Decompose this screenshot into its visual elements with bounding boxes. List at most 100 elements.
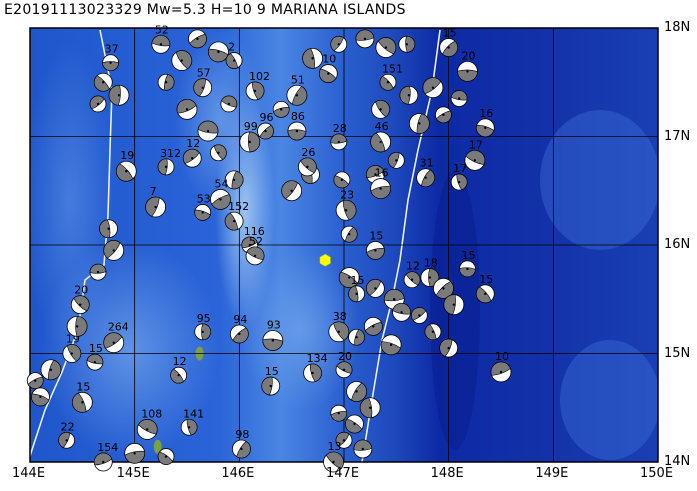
focal-mechanism: 141	[180, 407, 204, 436]
mechanism-label: 99	[244, 120, 258, 133]
mechanism-label: 37	[105, 43, 119, 56]
focal-mechanism	[333, 171, 351, 189]
focal-mechanism: 57	[193, 67, 213, 98]
lon-tick-label: 149E	[535, 466, 569, 481]
focal-mechanism: 152	[224, 200, 249, 231]
mechanism-label: 15	[351, 274, 365, 287]
mechanism-label: 18	[424, 257, 438, 270]
mechanism-label: 15	[89, 342, 103, 355]
lat-tick-label: 15N	[664, 345, 691, 361]
focal-mechanism	[197, 120, 219, 142]
focal-mechanism: 54	[210, 177, 231, 210]
lat-tick-label: 14N	[664, 454, 691, 469]
focal-mechanism	[399, 85, 419, 105]
focal-mechanism	[108, 84, 130, 106]
mechanism-label: 31	[420, 157, 434, 170]
focal-mechanism	[359, 397, 381, 419]
focal-mechanism	[224, 170, 244, 190]
focal-mechanism: 99	[239, 120, 261, 153]
focal-mechanism	[387, 151, 405, 169]
focal-mechanism	[345, 414, 364, 434]
focal-mechanism: 20	[70, 284, 90, 315]
lon-tick-label: 145E	[116, 466, 150, 481]
focal-mechanism	[424, 323, 442, 341]
focal-mechanism	[124, 442, 146, 464]
focal-mechanism	[410, 307, 428, 324]
focal-mechanism: 31	[416, 157, 436, 188]
focal-mechanism: 98	[232, 428, 251, 459]
lon-tick-label: 146E	[221, 466, 255, 481]
focal-mechanism: 95	[194, 312, 212, 341]
focal-mechanism	[171, 50, 193, 71]
mechanism-label: 17	[453, 162, 467, 175]
lat-tick-label: 16N	[664, 237, 691, 252]
mechanism-label: 95	[197, 312, 211, 325]
mechanism-label: 12	[186, 137, 200, 150]
focal-mechanism	[408, 113, 430, 134]
mechanism-label: 134	[307, 352, 328, 365]
focal-mechanism: 15	[439, 27, 459, 57]
mechanism-label: 154	[97, 441, 118, 454]
focal-mechanism: 151	[379, 62, 403, 91]
mechanism-label: 15	[76, 380, 90, 393]
focal-mechanism: 108	[136, 407, 162, 440]
focal-mechanism	[380, 334, 402, 356]
mechanism-label: 26	[301, 146, 315, 159]
focal-mechanism	[433, 277, 454, 299]
focal-mechanism	[439, 338, 459, 358]
focal-mechanism	[31, 387, 50, 407]
mechanism-label: 152	[228, 200, 249, 213]
mechanism-label: 16	[479, 107, 493, 120]
mechanism-label: 20	[462, 49, 476, 62]
focal-mechanism: 86	[287, 110, 307, 141]
mechanism-label: 53	[197, 192, 211, 205]
mechanism-label: 93	[267, 318, 281, 331]
focal-mechanism	[348, 328, 365, 346]
focal-mechanism	[40, 359, 62, 381]
focal-mechanism	[443, 294, 465, 316]
focal-mechanism	[89, 263, 107, 281]
islands	[153, 346, 204, 454]
focal-mechanism: 16	[370, 167, 392, 199]
focal-mechanism: 12	[182, 137, 202, 168]
focal-mechanism	[207, 41, 229, 63]
mechanism-label: 51	[291, 73, 305, 86]
focal-mechanism: 20	[457, 49, 478, 82]
focal-mechanism	[26, 372, 44, 390]
focal-mechanism: 15	[348, 274, 365, 303]
focal-mechanism: 28	[330, 122, 348, 151]
focal-mechanism: 17	[464, 138, 486, 171]
mechanism-label: 54	[214, 177, 228, 190]
focal-mechanism: 26	[297, 146, 317, 177]
focal-mechanism	[302, 47, 324, 69]
focal-mechanism: 38	[328, 310, 350, 343]
island-shape	[153, 439, 162, 454]
mechanism-label: 20	[74, 284, 88, 297]
focal-mechanism	[338, 267, 360, 288]
focal-mechanism: 17	[450, 162, 468, 191]
focal-mechanism	[355, 29, 375, 49]
focal-mechanism: 134	[303, 352, 328, 383]
lon-tick-label: 150E	[640, 466, 674, 481]
mechanism-label: 108	[141, 407, 162, 420]
focal-mechanism: 10	[490, 350, 512, 383]
mechanism-label: 20	[338, 350, 352, 363]
focal-mechanism: 52	[245, 235, 265, 266]
mechanism-label: 264	[108, 321, 129, 334]
focal-mechanism	[365, 278, 385, 298]
mechanism-label: 52	[249, 235, 263, 248]
mechanism-label: 22	[61, 420, 75, 433]
focal-mechanism: 15	[71, 380, 93, 413]
focal-mechanism	[209, 144, 227, 162]
focal-mechanism	[176, 98, 198, 120]
mechanism-label: 10	[322, 53, 336, 66]
mechanism-label: 28	[333, 122, 347, 135]
event-marker	[319, 253, 331, 267]
focal-mechanism: 94	[229, 313, 249, 344]
focal-mechanism	[375, 37, 397, 58]
focal-mechanism: 102	[245, 70, 270, 101]
lon-tick-label: 148E	[430, 466, 464, 481]
focal-mechanism	[353, 439, 373, 459]
mechanism-label: 102	[249, 70, 270, 83]
